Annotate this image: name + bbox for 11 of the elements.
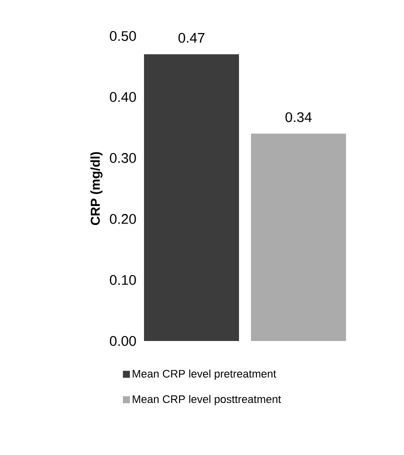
y-axis-title: CRP (mg/dl) [90,152,102,226]
y-tick-label: 0.20 [110,214,136,224]
y-tick-label: 0.00 [110,336,136,346]
y-tick-label: 0.50 [110,31,136,41]
data-label: 0.34 [285,112,312,122]
legend-label: Mean CRP level pretreatment [132,370,276,380]
y-tick-label: 0.40 [110,92,136,102]
data-label: 0.47 [178,32,204,43]
legend-label: Mean CRP level posttreatment [132,395,282,406]
y-tick-label: 0.10 [110,275,136,285]
y-tick-label: 0.30 [110,153,136,163]
